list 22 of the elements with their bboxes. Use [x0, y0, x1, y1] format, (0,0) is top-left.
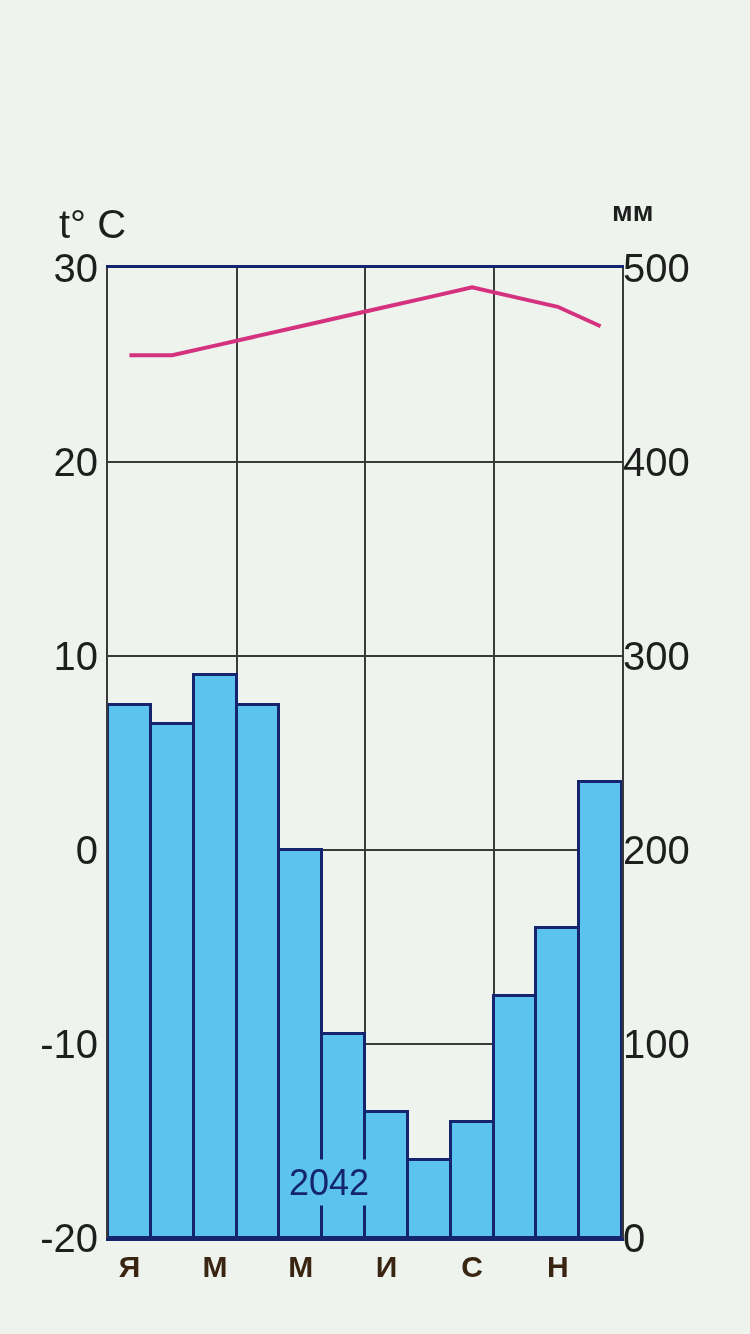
x-tick-label: М: [202, 1250, 228, 1283]
y2-tick-label: 200: [623, 828, 690, 872]
line-series: [127, 285, 603, 358]
y2-axis-title: мм: [612, 196, 654, 227]
y-tick-label: 0: [75, 828, 98, 872]
x-tick-label: С: [461, 1250, 483, 1283]
x-tick-label: Я: [118, 1250, 141, 1283]
y2-tick-label: 300: [623, 634, 690, 678]
x-tick-label: Н: [546, 1250, 569, 1283]
y2-tick-label: 100: [623, 1022, 690, 1066]
x-tick-label: М: [288, 1250, 314, 1283]
y-tick-label: 20: [53, 440, 98, 484]
y-tick-label: -10: [40, 1022, 98, 1066]
y-axis-title: t° C: [59, 202, 127, 246]
x-tick-label: И: [375, 1250, 398, 1283]
y2-tick-label: 400: [623, 440, 690, 484]
annotation: 2042: [289, 1162, 370, 1203]
y2-tick-label: 500: [623, 246, 690, 290]
y2-tick-label: 0: [623, 1216, 646, 1260]
y-tick-label: 30: [53, 246, 98, 290]
y-tick-label: -20: [40, 1216, 98, 1260]
y-tick-label: 10: [53, 634, 98, 678]
